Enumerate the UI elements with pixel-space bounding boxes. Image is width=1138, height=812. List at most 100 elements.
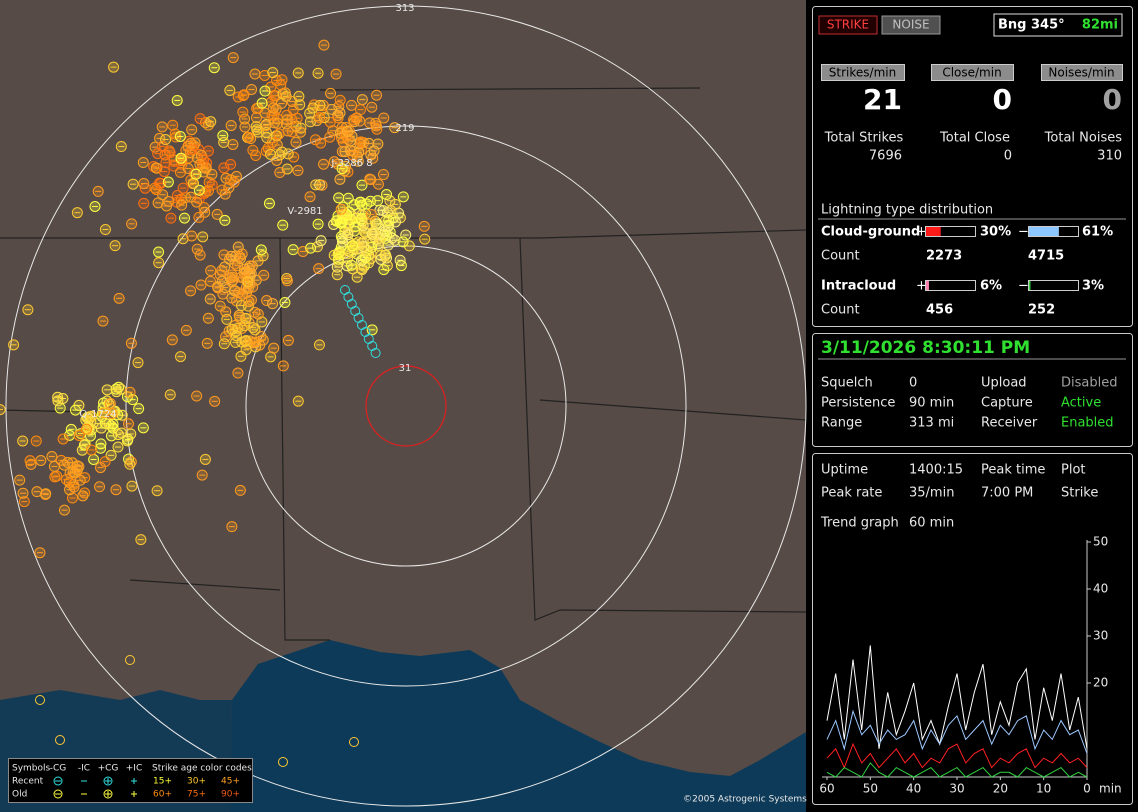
total-value: 0 bbox=[1004, 149, 1012, 164]
strike-symbol bbox=[168, 120, 178, 130]
strike-symbol bbox=[125, 387, 135, 397]
strike-symbol bbox=[191, 169, 201, 179]
strike-symbol bbox=[366, 209, 376, 219]
strike-symbol bbox=[335, 108, 345, 118]
rate-value: 0 bbox=[993, 83, 1012, 116]
strike-symbol bbox=[192, 244, 202, 254]
strike-symbol bbox=[178, 183, 188, 193]
strike-symbol bbox=[177, 200, 187, 210]
legend-type: -IC bbox=[78, 764, 90, 774]
bar-fill bbox=[1029, 227, 1059, 236]
strike-symbol bbox=[238, 107, 248, 117]
noise-button-label: NOISE bbox=[892, 18, 929, 32]
legend-age: 60+ bbox=[153, 790, 172, 800]
x-tick-label: 40 bbox=[906, 782, 921, 796]
strike-symbol bbox=[67, 458, 77, 468]
type-label: Cloud-ground bbox=[821, 225, 920, 240]
strike-symbol bbox=[253, 309, 263, 319]
strike-symbol bbox=[288, 105, 298, 115]
strike-symbol bbox=[355, 116, 365, 126]
strike-symbol bbox=[237, 249, 247, 259]
strike-symbol bbox=[192, 391, 202, 401]
percent: 3% bbox=[1082, 279, 1104, 294]
strike-symbol bbox=[194, 212, 204, 222]
strike-symbol bbox=[235, 485, 245, 495]
strike-symbol bbox=[159, 167, 169, 177]
strike-symbol bbox=[260, 86, 270, 96]
strike-symbol bbox=[333, 254, 343, 264]
rate-header-label: Close/min bbox=[942, 66, 1001, 80]
stat: 7:00 PM bbox=[981, 486, 1033, 501]
stat: 35/min bbox=[909, 486, 954, 501]
strike-symbol bbox=[215, 301, 225, 311]
x-tick-label: 20 bbox=[993, 782, 1008, 796]
strike-symbol bbox=[183, 141, 193, 151]
strike-symbol bbox=[275, 168, 285, 178]
strike-symbol bbox=[81, 424, 91, 434]
strike-symbol bbox=[210, 396, 220, 406]
strike-symbol bbox=[372, 90, 382, 100]
strike-symbol bbox=[310, 135, 320, 145]
strike-symbol bbox=[165, 390, 175, 400]
strike-symbol bbox=[206, 266, 216, 276]
strike-symbol bbox=[111, 485, 121, 495]
strike-symbol bbox=[244, 132, 254, 142]
strike-symbol bbox=[334, 193, 344, 203]
x-tick-label: 30 bbox=[949, 782, 964, 796]
strike-symbol bbox=[365, 219, 375, 229]
strike-symbol bbox=[161, 158, 171, 168]
strike-symbol bbox=[296, 127, 306, 137]
legend-title: Strike age color codes bbox=[152, 764, 252, 774]
strike-symbol bbox=[50, 472, 60, 482]
strike-symbol bbox=[102, 385, 112, 395]
legend-age: 75+ bbox=[187, 790, 206, 800]
strike-label: Q-1724 bbox=[79, 409, 116, 420]
strike-symbol bbox=[218, 131, 228, 141]
strike-symbol bbox=[192, 197, 202, 207]
strike-symbol bbox=[90, 202, 100, 212]
y-tick-label: 20 bbox=[1093, 676, 1108, 690]
strike-symbol bbox=[316, 236, 326, 246]
bar-track bbox=[926, 281, 976, 291]
legend-age: 15+ bbox=[153, 777, 172, 787]
rate-value: 0 bbox=[1103, 83, 1122, 116]
strike-symbol bbox=[219, 250, 229, 260]
strike-label: V-2981 bbox=[287, 206, 322, 217]
total-value: 7696 bbox=[869, 149, 902, 164]
strike-symbol bbox=[172, 95, 182, 105]
stat: Trend graph bbox=[820, 516, 899, 531]
strike-symbol bbox=[293, 166, 303, 176]
strike-symbol bbox=[313, 219, 323, 229]
strike-symbol bbox=[226, 121, 236, 131]
strike-symbol bbox=[332, 270, 342, 280]
strike-symbol bbox=[274, 129, 284, 139]
stat: Uptime bbox=[821, 463, 868, 478]
strike-symbol bbox=[367, 325, 377, 335]
y-tick-label: 50 bbox=[1093, 535, 1108, 549]
strike-symbol bbox=[180, 213, 190, 223]
strike-symbol bbox=[346, 260, 356, 270]
legend-type: +CG bbox=[98, 764, 119, 774]
strike-symbol bbox=[288, 245, 298, 255]
strike-symbol bbox=[348, 241, 358, 251]
strike-symbol bbox=[343, 230, 353, 240]
total-label: Total Close bbox=[939, 131, 1010, 146]
strike-symbol bbox=[93, 186, 103, 196]
strike-symbol bbox=[227, 324, 237, 334]
legend-age: 30+ bbox=[187, 777, 206, 787]
strike-symbol bbox=[187, 125, 197, 135]
strike-symbol bbox=[127, 481, 137, 491]
strike-symbol bbox=[358, 238, 368, 248]
strike-symbol bbox=[36, 455, 46, 465]
strike-symbol bbox=[420, 234, 430, 244]
count-label: Count bbox=[821, 303, 860, 318]
strike-symbol bbox=[125, 459, 135, 469]
strike-symbol bbox=[261, 121, 271, 131]
strike-symbol bbox=[78, 491, 88, 501]
strike-symbol bbox=[315, 113, 325, 123]
bar-fill bbox=[926, 281, 929, 290]
strike-symbol bbox=[53, 396, 63, 406]
strike-symbol bbox=[371, 118, 381, 128]
setting: Upload bbox=[981, 376, 1027, 391]
strike-symbol bbox=[41, 489, 51, 499]
